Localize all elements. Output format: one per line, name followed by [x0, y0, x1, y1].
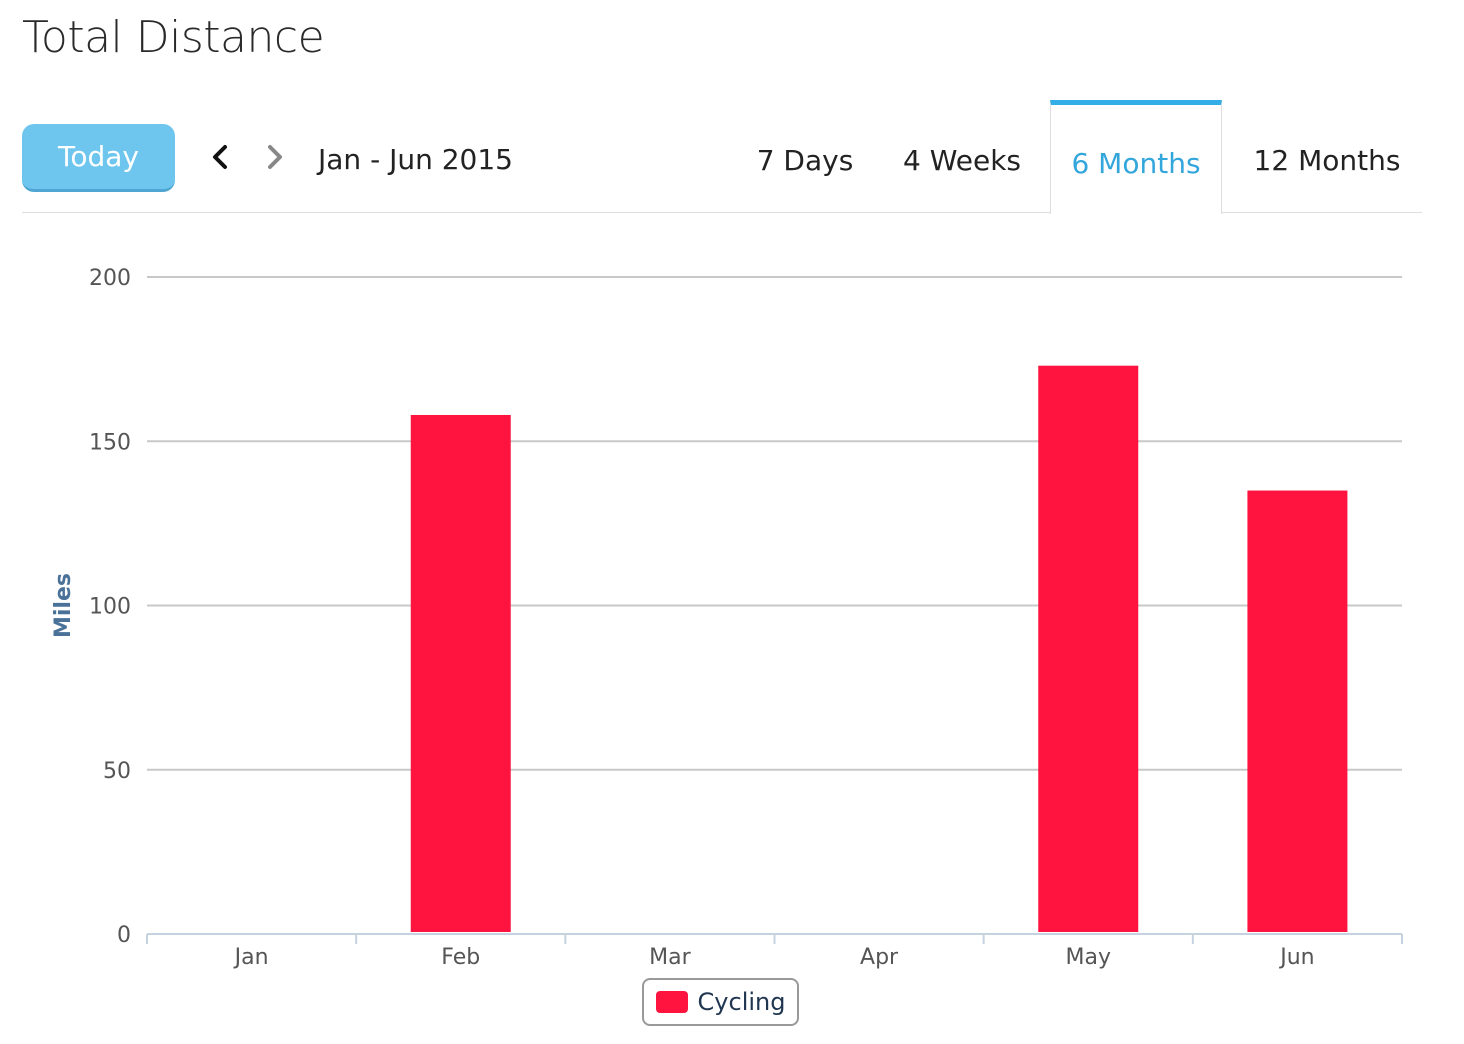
x-tick-label: May: [1066, 945, 1111, 970]
legend-item-cycling[interactable]: Cycling: [642, 978, 799, 1026]
toolbar: Today Jan - Jun 2015 7 Days 4 Weeks 6 Mo…: [22, 100, 1422, 214]
legend-swatch: [655, 991, 688, 1013]
tab-12-months-label: 12 Months: [1253, 143, 1401, 177]
chevron-right-icon-svg: [268, 145, 282, 169]
axis-layer: [146, 933, 1403, 944]
chevron-left-icon[interactable]: [205, 142, 235, 172]
tab-12-months[interactable]: 12 Months: [1240, 100, 1414, 213]
chevron-left-icon-svg: [213, 145, 227, 169]
tab-4-weeks[interactable]: 4 Weeks: [892, 100, 1032, 213]
bar-feb[interactable]: [410, 414, 511, 933]
x-tick-label: Mar: [649, 945, 691, 970]
y-axis-title: Miles: [51, 573, 76, 638]
tab-6-months[interactable]: 6 Months: [1050, 100, 1222, 214]
y-tick-label: 50: [103, 759, 131, 784]
y-tick-label: 150: [89, 430, 131, 455]
grid-layer: [147, 276, 1402, 771]
page-title: Total Distance: [22, 12, 325, 63]
y-tick-label: 100: [89, 595, 131, 620]
x-tick-label: Jan: [233, 945, 269, 970]
label-layer: 0 50 100 150 200 Jan Feb Mar Apr May Jun Miles: [51, 266, 1315, 970]
x-tick-label: Jun: [1278, 945, 1314, 970]
toolbar-divider: [22, 212, 1422, 213]
legend-label: Cycling: [697, 988, 786, 1016]
x-tick-label: Apr: [860, 945, 899, 970]
date-range-label: Jan - Jun 2015: [318, 143, 513, 176]
y-tick-label: 0: [117, 923, 131, 948]
tab-7-days[interactable]: 7 Days: [740, 100, 870, 213]
tab-7-days-label: 7 Days: [756, 143, 854, 177]
tab-4-weeks-label: 4 Weeks: [902, 143, 1021, 177]
tab-6-months-label: 6 Months: [1071, 146, 1201, 180]
x-tick-label: Feb: [441, 945, 480, 970]
distance-chart: 0 50 100 150 200 Jan Feb Mar Apr May Jun Miles: [0, 230, 1464, 1044]
y-tick-label: 200: [89, 266, 131, 291]
bar-may[interactable]: [1038, 365, 1139, 932]
today-button[interactable]: Today: [22, 124, 175, 192]
chevron-right-icon[interactable]: [260, 142, 290, 172]
bar-jun[interactable]: [1247, 490, 1348, 932]
bar-layer: [410, 365, 1348, 933]
distance-chart-svg: 0 50 100 150 200 Jan Feb Mar Apr May Jun Miles: [51, 266, 1403, 970]
